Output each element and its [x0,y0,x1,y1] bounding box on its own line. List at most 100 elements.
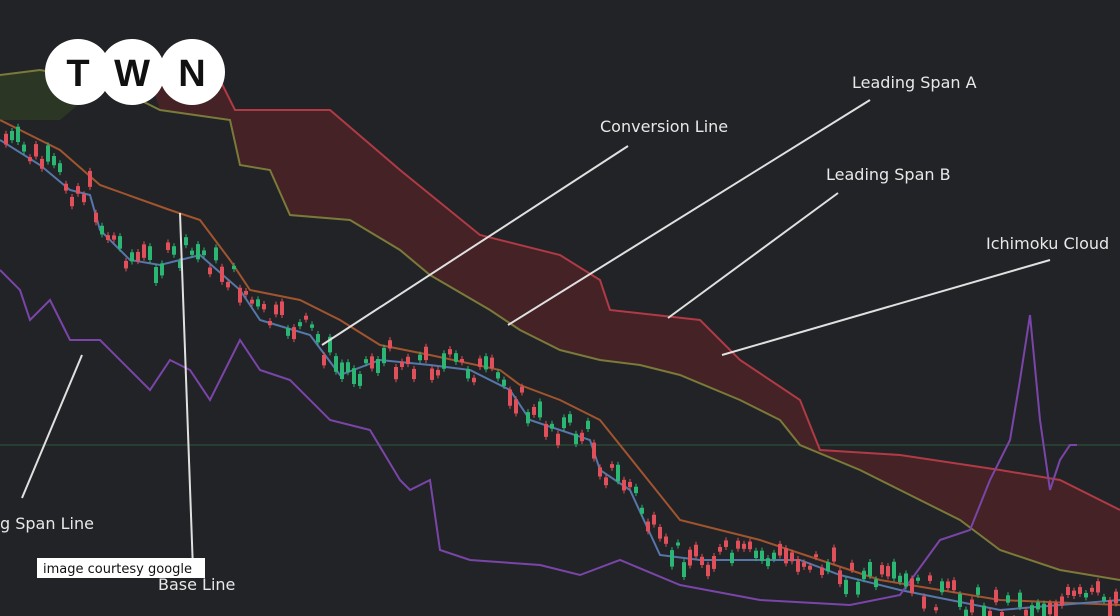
candle-body [298,322,302,327]
candle-body [874,579,878,588]
candle-body [394,367,398,380]
candle-body [532,406,536,415]
candle-body [844,579,848,595]
candle-body [802,562,806,567]
candle-body [118,236,122,249]
logo: T W N [45,39,225,105]
candle-body [406,356,410,365]
candle-body [4,133,8,145]
logo-letter: W [114,53,150,95]
candle-body [484,356,488,370]
candle-body [1042,603,1046,616]
candle-body [544,423,548,437]
candle-body [178,261,182,268]
candle-body [172,246,176,255]
pointer [507,99,871,326]
candle-body [832,547,836,562]
candle-body [64,183,68,191]
candle-body [502,379,506,386]
candle-body [562,417,566,429]
candle-body [646,521,650,532]
candle-body [340,362,344,380]
candle-body [148,246,152,260]
candle-body [286,328,290,336]
candle-body [400,361,404,367]
candle-body [988,610,992,616]
candle-body [856,581,860,595]
pointer [21,354,83,499]
candle-body [508,389,512,406]
candle-body [706,564,710,577]
candle-body [652,514,656,525]
candle-body [100,225,104,235]
candle-body [310,324,314,328]
candle-body [724,540,728,548]
candle-body [472,377,476,383]
candle-body [250,299,254,304]
candle-body [22,144,26,152]
candle-body [550,423,554,429]
candle-body [268,321,272,326]
candle-body [466,369,470,379]
base-line [0,119,1120,606]
candle-body [586,420,590,430]
candle-body [280,301,284,316]
candle-body [244,290,248,295]
candle-body [1006,595,1010,603]
candle-body [1084,592,1088,598]
candle-body [346,362,350,373]
candle-body [616,464,620,482]
candle-body [640,507,644,514]
candle-body [322,354,326,366]
candle-body [610,464,614,468]
candle-body [184,237,188,246]
candle-body [982,605,986,616]
candle-body [976,587,980,595]
candle-body [376,359,380,373]
candle-body [946,581,950,589]
candle-body [850,562,854,570]
candle-body [898,575,902,583]
candle-body [490,357,494,369]
candle-body [568,414,572,423]
candle-body [1108,600,1112,616]
candle-body [754,550,758,559]
candle-body [604,477,608,486]
candle-body [868,562,872,577]
credit: image courtesy google [43,562,192,577]
candle-body [748,541,752,550]
candle-body [958,594,962,607]
candle-body [580,432,584,442]
candle-body [88,170,92,187]
candle-body [598,467,602,477]
candle-body [826,562,830,572]
candle-body [760,550,764,561]
candle-body [364,359,368,364]
candle-body [778,543,782,556]
pointer [667,192,839,319]
candle-body [688,549,692,566]
candle-body [814,554,818,558]
candle-body [382,347,386,364]
candle-body [766,558,770,567]
candle-body [682,562,686,578]
candle-body [358,374,362,386]
candle-body [460,358,464,363]
candle-body [928,575,932,581]
candle-body [820,567,824,575]
candle-body [658,526,662,539]
candle-body [76,186,80,194]
candle-body [730,552,734,564]
candle-body [712,555,716,569]
candle-body [514,399,518,414]
candle-body [940,581,944,593]
candle-body [160,263,164,276]
candle-body [1060,596,1064,606]
candle-body [208,267,212,275]
candle-body [112,235,116,240]
candle-body [142,244,146,258]
logo-letter: T [66,53,89,95]
candle-body [370,356,374,369]
candle-body [202,250,206,256]
candle-body [442,353,446,369]
